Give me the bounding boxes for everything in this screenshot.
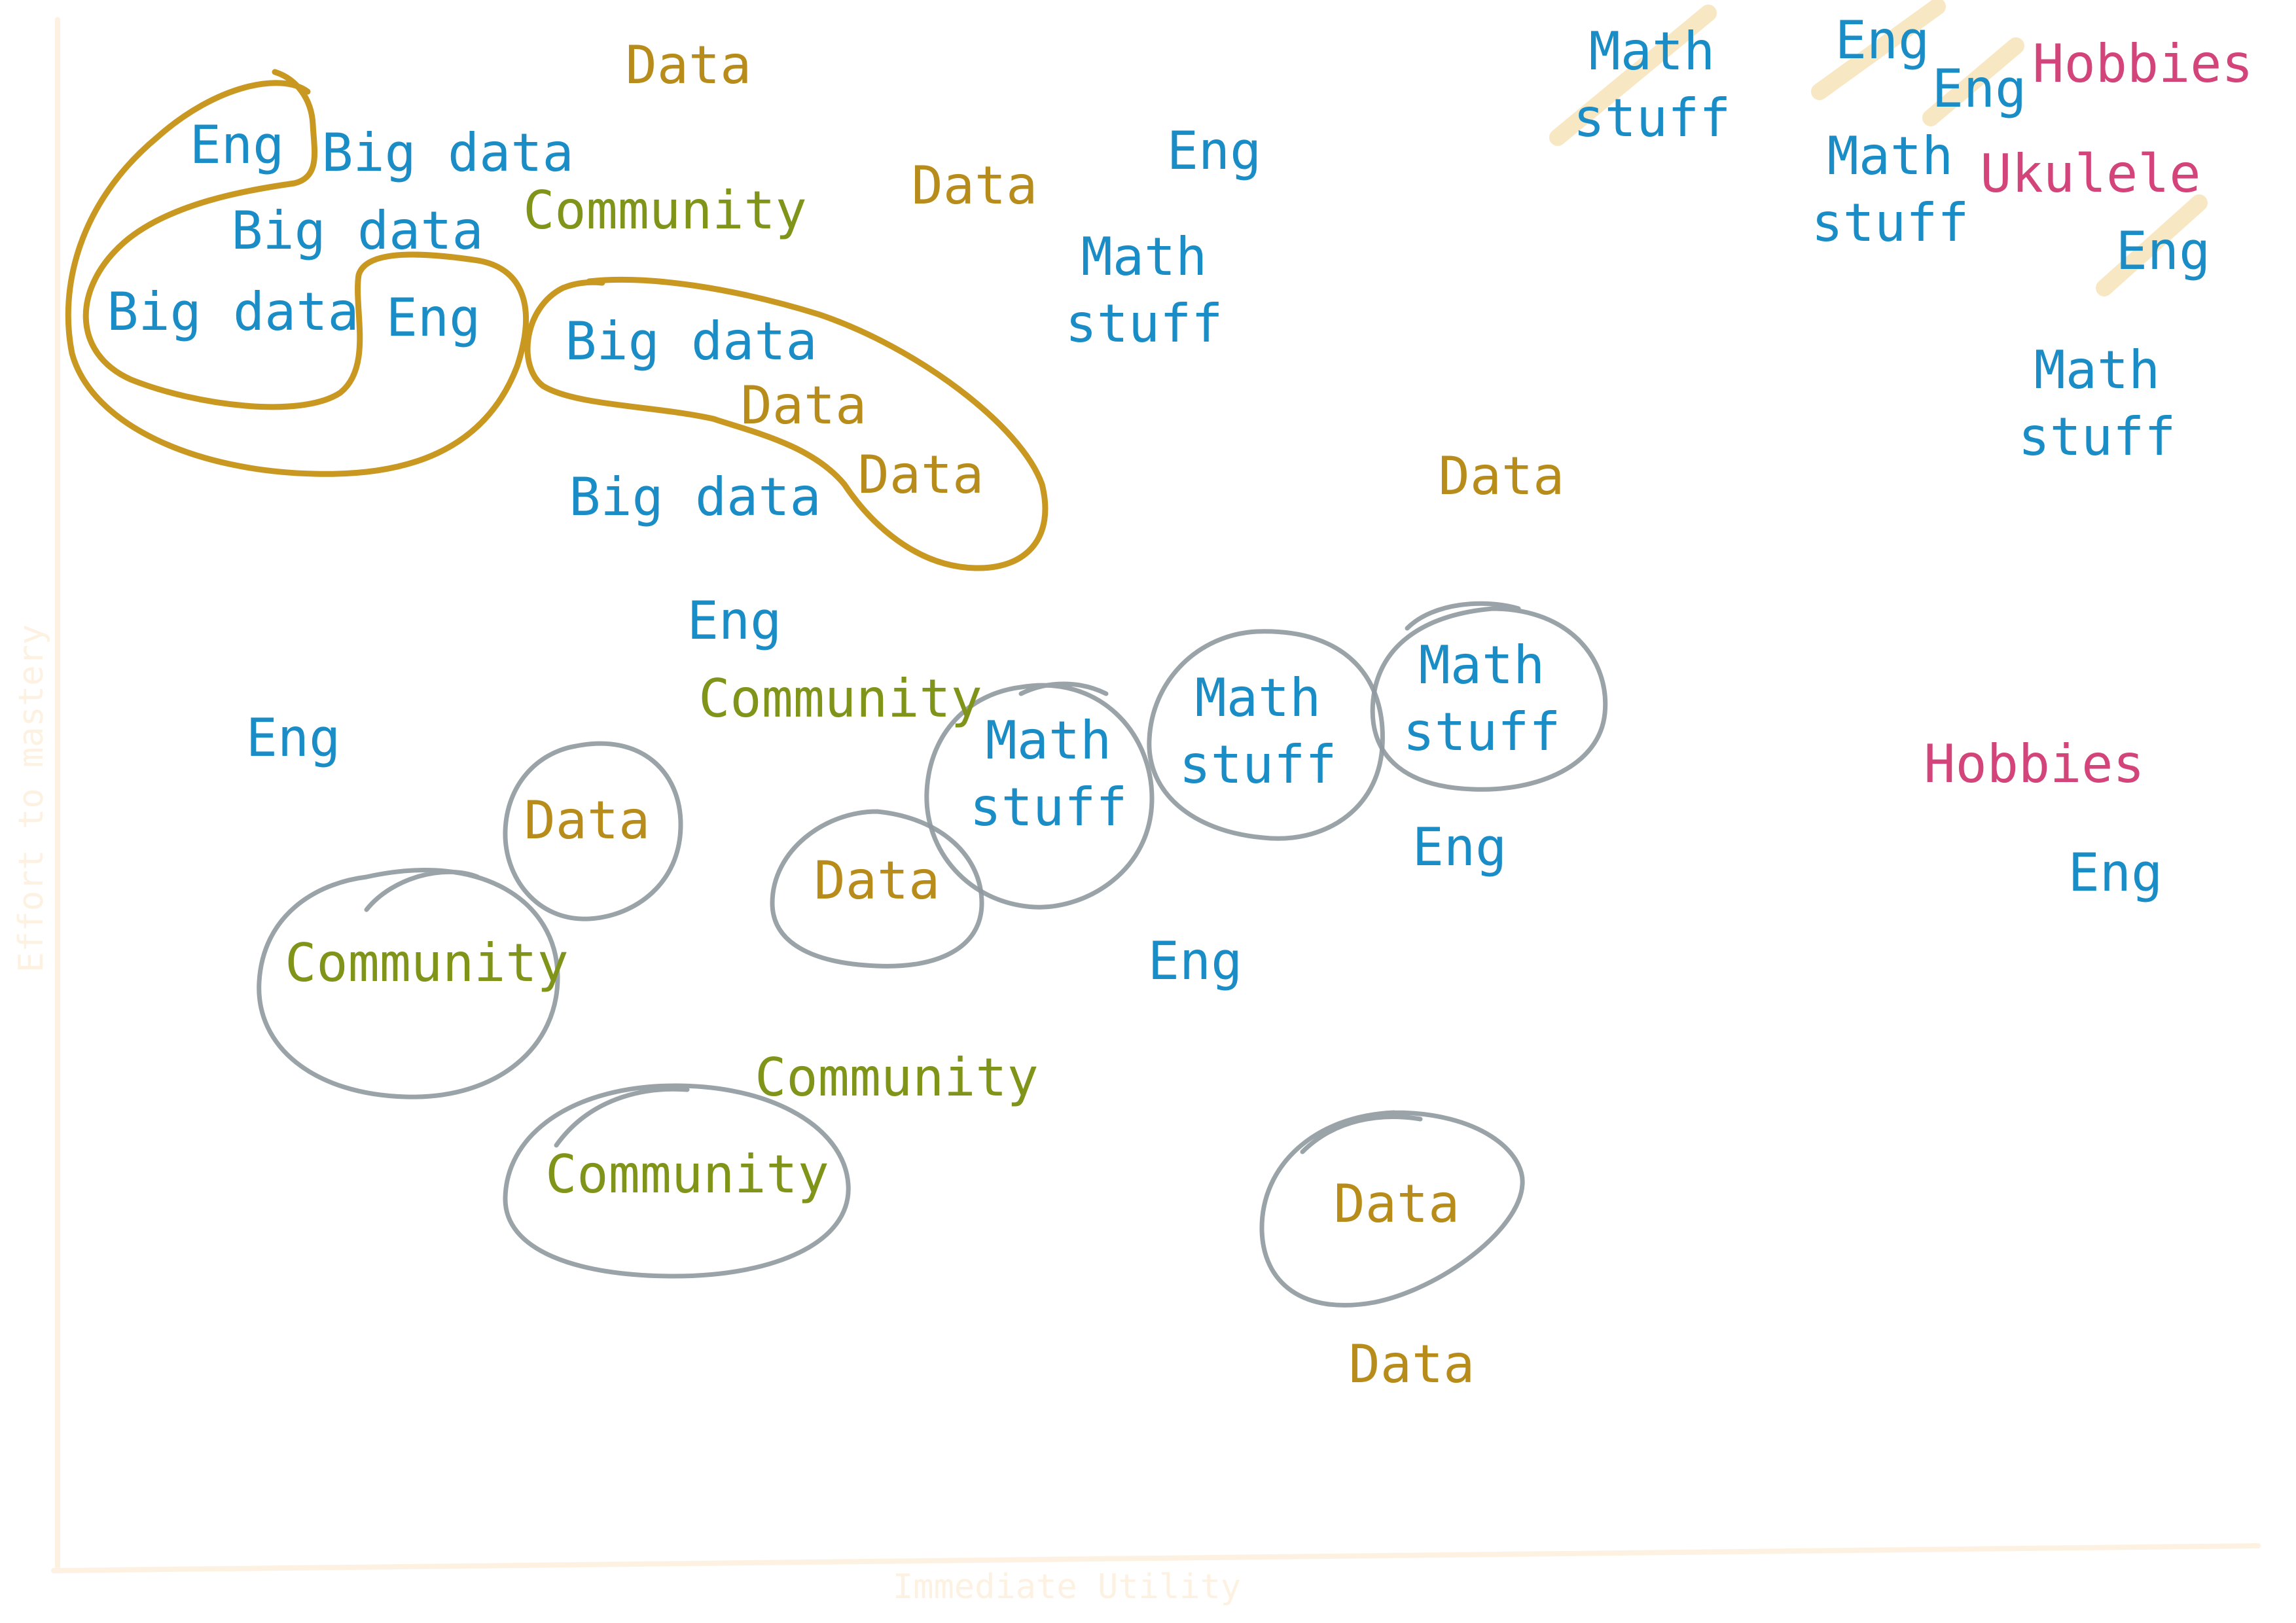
label-big-data-2: Big data (231, 200, 484, 261)
label-hobbies-1: Hobbies (2032, 33, 2253, 94)
label-math-1: Math stuff (1065, 226, 1223, 354)
label-data-3: Data (857, 444, 984, 505)
label-community-1: Community (523, 180, 807, 241)
label-eng-3: Eng (1166, 120, 1262, 181)
strike-mark-2 (1811, 0, 1946, 100)
label-eng-4: Eng (1835, 10, 1930, 71)
label-eng-7: Eng (687, 590, 782, 651)
label-data-9: Data (1348, 1334, 1475, 1395)
label-eng-1: Eng (189, 115, 285, 175)
gray-outline-7 (503, 1083, 851, 1279)
label-data-8: Data (1333, 1173, 1460, 1234)
label-community-4: Community (755, 1047, 1039, 1108)
label-big-data-4: Big data (565, 311, 817, 372)
label-data-7: Data (814, 850, 941, 911)
label-big-data-5: Big data (569, 467, 821, 527)
label-community-2: Community (698, 668, 982, 729)
label-math-4: Math stuff (2018, 340, 2176, 467)
label-data-2: Data (740, 375, 867, 436)
label-math-5: Math stuff (969, 710, 1128, 838)
gray-outline-4 (924, 681, 1155, 910)
label-math-2: Math stuff (1573, 21, 1731, 149)
label-math-7: Math stuff (1403, 635, 1561, 762)
y-axis-label: Effort to mastery (12, 624, 51, 973)
label-ukulele-1: Ukulele (1980, 143, 2201, 204)
label-big-data-1: Big data (321, 122, 574, 183)
gold-outline-2 (524, 276, 1049, 571)
gray-outline-5 (1147, 629, 1385, 841)
label-math-3: Math stuff (1811, 126, 1969, 253)
label-eng-10: Eng (1147, 931, 1243, 991)
x-axis-line (51, 1543, 2261, 1573)
label-community-3: Community (285, 933, 569, 993)
gray-outline-3 (770, 809, 984, 969)
label-data-4: Data (911, 155, 1038, 216)
label-data-5: Data (1438, 446, 1565, 507)
x-axis-label-text: Immediate Utility (892, 1567, 1242, 1607)
label-math-6: Math stuff (1179, 668, 1337, 795)
gray-outline-6 (1370, 601, 1608, 792)
label-data-6: Data (524, 790, 651, 851)
label-hobbies-2: Hobbies (1924, 734, 2145, 794)
label-community-5: Community (545, 1144, 829, 1205)
label-eng-9: Eng (1412, 817, 1507, 878)
strike-mark-1 (1549, 5, 1717, 146)
strike-mark-3 (1922, 37, 2024, 126)
label-data-1: Data (625, 35, 752, 96)
label-eng-5: Eng (1931, 58, 2027, 119)
label-eng-2: Eng (386, 287, 481, 348)
label-eng-8: Eng (245, 707, 341, 768)
label-big-data-3: Big data (107, 281, 359, 342)
gray-outline-2 (257, 868, 560, 1099)
label-eng-6: Eng (2115, 221, 2211, 281)
label-eng-11: Eng (2068, 842, 2163, 903)
strike-mark-4 (2096, 194, 2208, 296)
gold-outline-1 (65, 69, 529, 477)
gray-outline-1 (503, 741, 683, 921)
gray-outline-8 (1259, 1110, 1525, 1308)
